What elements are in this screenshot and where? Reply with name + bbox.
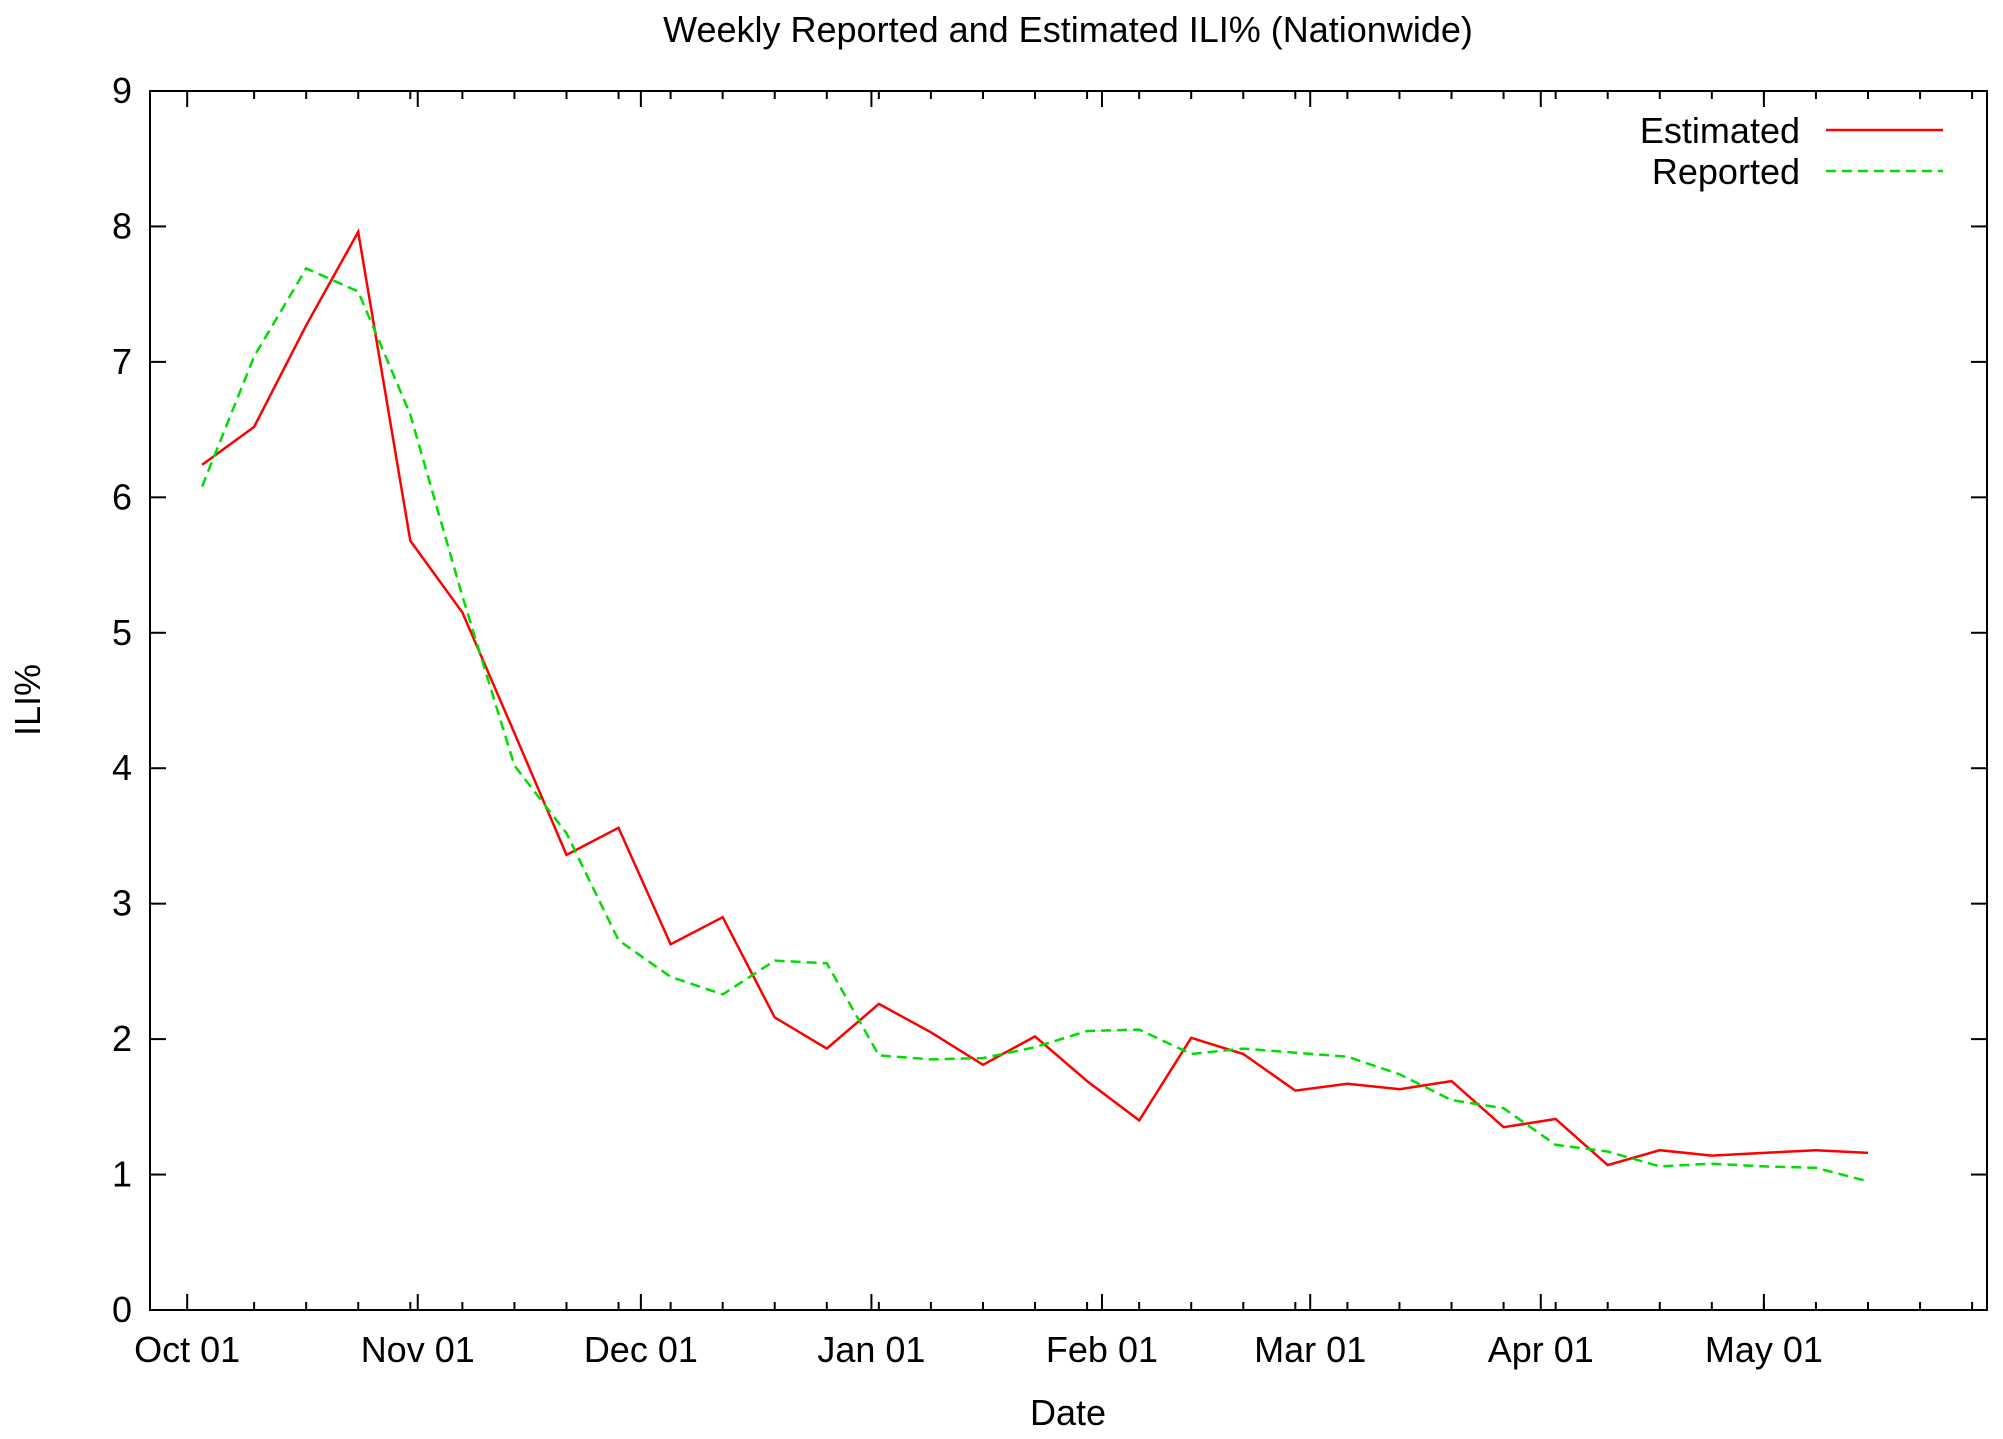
y-tick-label: 2 <box>112 1018 132 1059</box>
y-tick-label: 8 <box>112 205 132 246</box>
y-tick-label: 9 <box>112 70 132 111</box>
y-tick-label: 7 <box>112 341 132 382</box>
y-tick-label: 1 <box>112 1154 132 1195</box>
x-tick-label: May 01 <box>1705 1329 1823 1370</box>
y-tick-label: 4 <box>112 747 132 788</box>
x-axis-tick-labels: Oct 01 Nov 01 Dec 01 Jan 01 Feb 01 Mar 01 Apr … <box>134 1329 1823 1370</box>
x-tick-label: Mar 01 <box>1254 1329 1366 1370</box>
series-layer <box>200 228 1869 1183</box>
x-tick-label: Dec 01 <box>584 1329 698 1370</box>
x-tick-label: Feb 01 <box>1046 1329 1158 1370</box>
legend-label-estimated: Estimated <box>1640 110 1800 151</box>
y-axis-ticks <box>150 90 1987 1311</box>
x-axis-title: Date <box>1030 1392 1106 1433</box>
chart-title: Weekly Reported and Estimated ILI% (Nati… <box>663 9 1473 50</box>
x-tick-label: Jan 01 <box>817 1329 925 1370</box>
y-tick-label: 0 <box>112 1289 132 1330</box>
plot-frame <box>149 90 1988 1311</box>
legend: Estimated Reported <box>1640 110 1943 192</box>
y-tick-label: 3 <box>112 883 132 924</box>
x-tick-label: Oct 01 <box>134 1329 240 1370</box>
y-axis-title: ILI% <box>7 664 48 736</box>
y-tick-label: 6 <box>112 476 132 517</box>
legend-label-reported: Reported <box>1652 151 1800 192</box>
y-tick-label: 5 <box>112 612 132 653</box>
series-line-reported <box>200 266 1869 1183</box>
x-tick-label: Nov 01 <box>361 1329 475 1370</box>
x-tick-label: Apr 01 <box>1488 1329 1594 1370</box>
y-axis-tick-labels: 0 1 2 3 4 5 6 7 8 9 <box>112 70 132 1330</box>
x-axis-ticks <box>186 91 1974 1310</box>
